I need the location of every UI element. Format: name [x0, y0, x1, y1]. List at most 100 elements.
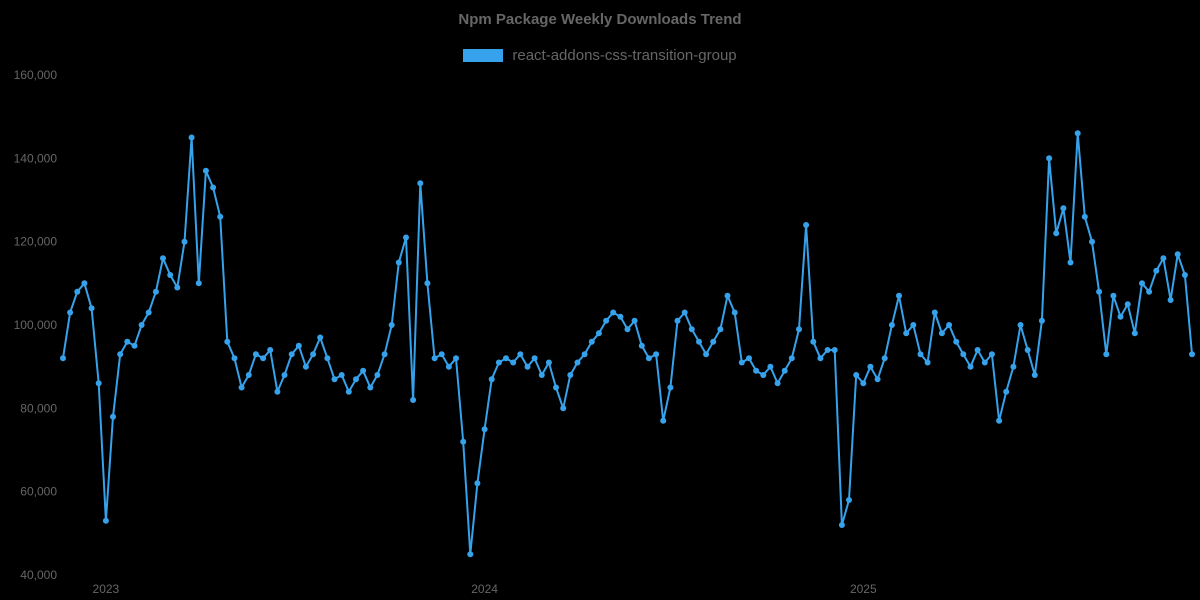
data-point — [667, 384, 674, 391]
data-point — [488, 376, 495, 383]
data-point — [88, 305, 95, 312]
data-point — [1103, 351, 1110, 358]
data-point — [953, 338, 960, 345]
data-point — [1010, 363, 1017, 370]
data-point — [360, 367, 367, 374]
data-point — [1153, 267, 1160, 274]
data-point — [460, 438, 467, 445]
data-point — [403, 234, 409, 241]
data-point — [1031, 372, 1038, 378]
data-point — [302, 363, 309, 370]
data-point — [531, 355, 538, 362]
data-point — [896, 292, 902, 299]
data-point — [860, 380, 867, 387]
data-point — [960, 351, 967, 358]
data-point — [281, 372, 288, 378]
data-point — [760, 372, 767, 378]
data-point — [110, 413, 116, 420]
data-point — [1081, 213, 1088, 220]
data-point — [274, 388, 281, 395]
data-point — [1160, 255, 1167, 262]
data-point — [746, 355, 752, 362]
data-point — [574, 359, 581, 366]
data-point — [138, 322, 145, 328]
data-point — [167, 272, 174, 278]
data-point — [524, 363, 531, 370]
data-point — [774, 380, 781, 387]
data-point — [1046, 155, 1053, 162]
y-axis-tick-label: 40,000 — [20, 568, 57, 582]
data-point — [252, 351, 259, 358]
x-axis-tick-label: 2023 — [93, 582, 120, 596]
data-point — [681, 309, 688, 316]
data-point — [938, 330, 945, 337]
data-point — [445, 363, 452, 370]
data-point — [1131, 330, 1138, 337]
data-point — [931, 309, 938, 316]
data-point — [410, 397, 417, 403]
data-point — [374, 372, 381, 378]
data-point — [81, 280, 88, 287]
data-point — [324, 355, 331, 362]
data-point — [67, 309, 74, 316]
data-point — [981, 359, 988, 366]
data-point — [267, 347, 274, 353]
data-point — [467, 551, 474, 558]
data-point — [238, 384, 245, 391]
chart-title: Npm Package Weekly Downloads Trend — [458, 11, 742, 28]
data-point — [95, 380, 102, 387]
data-point — [853, 372, 860, 378]
data-point — [581, 351, 588, 358]
data-point — [1003, 388, 1010, 395]
data-point — [696, 338, 702, 345]
data-point — [767, 363, 774, 370]
data-point — [917, 351, 924, 358]
data-point — [831, 347, 838, 353]
data-point — [653, 351, 660, 358]
y-axis-tick-label: 60,000 — [20, 485, 57, 499]
legend: react-addons-css-transition-group — [0, 47, 1200, 64]
data-point — [1038, 317, 1045, 324]
data-point — [1074, 130, 1081, 137]
data-point — [353, 376, 359, 383]
data-point — [1089, 238, 1095, 245]
x-axis-tick-label: 2024 — [471, 582, 498, 596]
data-point — [638, 342, 645, 349]
data-point — [817, 355, 824, 362]
data-point — [595, 330, 602, 337]
y-axis-tick-label: 100,000 — [14, 318, 58, 332]
data-point — [160, 255, 166, 262]
y-axis-tick-label: 80,000 — [20, 401, 57, 415]
data-point — [424, 280, 431, 287]
data-point — [74, 288, 81, 295]
data-point — [495, 359, 502, 366]
data-point — [331, 376, 338, 383]
data-point — [567, 372, 574, 378]
data-point — [510, 359, 517, 366]
data-point — [624, 326, 631, 333]
data-point — [517, 351, 524, 358]
data-point — [1174, 251, 1181, 258]
data-point — [553, 384, 559, 391]
data-point — [996, 417, 1003, 424]
data-point — [617, 313, 624, 320]
data-point — [202, 167, 209, 174]
legend-item-series[interactable]: react-addons-css-transition-group — [463, 47, 737, 64]
data-point — [131, 342, 138, 349]
y-axis-tick-label: 160,000 — [14, 68, 58, 82]
data-point — [152, 288, 159, 295]
data-point — [245, 372, 252, 378]
data-point — [310, 351, 317, 358]
y-axis-tick-label: 140,000 — [14, 151, 58, 165]
data-point — [174, 284, 181, 291]
data-point — [738, 359, 745, 366]
data-point — [1167, 297, 1174, 303]
data-point — [1110, 292, 1117, 299]
data-point — [538, 372, 545, 378]
data-point — [1189, 351, 1195, 358]
data-point — [703, 351, 710, 358]
data-point — [1181, 272, 1188, 278]
data-point — [102, 517, 109, 524]
data-point — [1060, 205, 1067, 212]
